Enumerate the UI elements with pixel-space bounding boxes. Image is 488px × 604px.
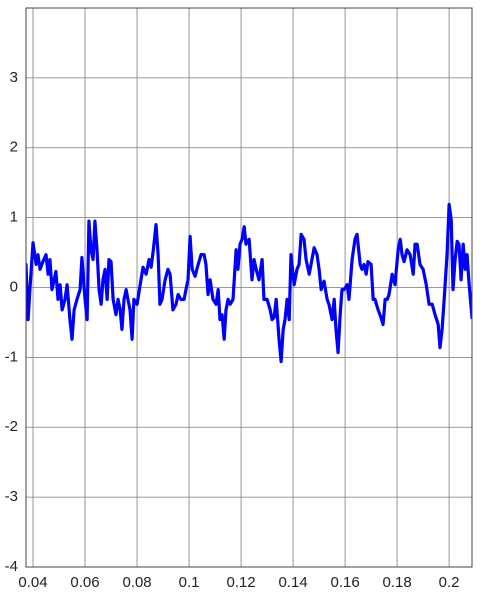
y-tick-label: 3 bbox=[10, 69, 18, 86]
y-tick-label: 2 bbox=[10, 139, 18, 156]
y-tick-label: 1 bbox=[10, 209, 18, 226]
x-tick-label: 0.18 bbox=[383, 574, 412, 591]
plot bbox=[26, 202, 472, 364]
grid bbox=[26, 8, 472, 568]
y-tick-label: -3 bbox=[5, 488, 18, 505]
x-tick-label: 0.08 bbox=[122, 574, 151, 591]
axes-frame bbox=[25, 7, 473, 568]
x-tick-label: 0.14 bbox=[278, 574, 307, 591]
y-tick-label: 0 bbox=[10, 278, 18, 295]
x-tick-label: 0.06 bbox=[70, 574, 99, 591]
y-tick-label: -2 bbox=[5, 418, 18, 435]
x-tick-label: 0.2 bbox=[439, 574, 460, 591]
data-line bbox=[26, 202, 472, 364]
y-tick-label: -4 bbox=[5, 558, 18, 575]
x-tick-label: 0.16 bbox=[330, 574, 359, 591]
x-tick-label: 0.04 bbox=[18, 574, 47, 591]
x-tick-label: 0.1 bbox=[179, 574, 200, 591]
y-tick-label: -1 bbox=[5, 348, 18, 365]
x-tick-label: 0.12 bbox=[226, 574, 255, 591]
